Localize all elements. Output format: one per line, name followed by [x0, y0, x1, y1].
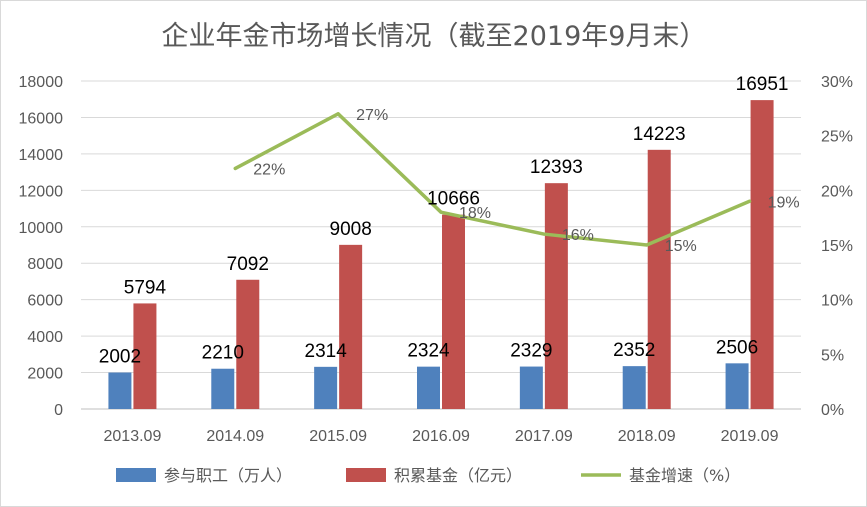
bar: [519, 366, 543, 409]
bar-data-label: 10666: [427, 189, 480, 210]
bar: [108, 372, 132, 409]
line-point: [645, 243, 649, 247]
bar-data-label: 2210: [202, 343, 244, 364]
bar-layer: [108, 100, 774, 410]
grid-layer: [81, 80, 801, 410]
bar-data-label: 2352: [613, 340, 655, 361]
bar: [417, 366, 440, 409]
line-data-label: 18%: [459, 205, 491, 222]
y-left-tick-label: 2000: [27, 366, 63, 383]
y-right-tick-label: 30%: [821, 74, 853, 91]
y-left-tick-label: 16000: [19, 110, 64, 127]
axis-layer: 0 2000 4000 6000 8000 10000 12000 14000 16000 180…: [19, 74, 854, 445]
x-tick-label: 2016.09: [412, 428, 470, 445]
line-data-label: 22%: [253, 161, 285, 178]
bar: [725, 363, 749, 409]
bar: [236, 279, 260, 409]
bar: [339, 244, 363, 409]
bar: [647, 149, 671, 410]
line-point: [233, 166, 237, 170]
y-left-tick-label: 4000: [27, 329, 63, 346]
x-tick-label: 2017.09: [515, 428, 573, 445]
x-tick-label: 2013.09: [104, 428, 162, 445]
bar-data-label: 2002: [99, 347, 141, 368]
bar-data-label: 14223: [633, 124, 686, 145]
line-layer: [233, 112, 752, 247]
y-left-tick-label: 12000: [19, 183, 64, 200]
y-right-tick-label: 20%: [821, 183, 853, 200]
y-left-tick-label: 14000: [19, 147, 64, 164]
bar-data-label: 7092: [227, 254, 269, 275]
bar-data-label: 2329: [510, 341, 552, 362]
bar-data-label: 2506: [716, 337, 758, 358]
line-point: [439, 210, 443, 214]
x-tick-label: 2014.09: [206, 428, 264, 445]
legend-label: 参与职工（万人）: [164, 466, 292, 485]
x-tick-label: 2015.09: [309, 428, 367, 445]
bar-data-label: 16951: [736, 74, 789, 95]
bar: [750, 100, 774, 409]
line-data-label: 16%: [562, 227, 594, 244]
chart-title: 企业年金市场增长情况（截至2019年9月末）: [162, 21, 707, 52]
legend-swatch: [346, 468, 386, 482]
bar: [544, 183, 568, 409]
y-right-tick-label: 10%: [821, 293, 853, 310]
y-right-tick-label: 5%: [821, 347, 844, 364]
legend: 参与职工（万人） 积累基金（亿元） 基金增速（%）: [116, 466, 740, 485]
bar-data-label: 12393: [530, 157, 583, 178]
y-right-tick-label: 25%: [821, 129, 853, 146]
legend-swatch: [116, 468, 156, 482]
x-tick-label: 2019.09: [721, 428, 779, 445]
y-right-tick-label: 15%: [821, 238, 853, 255]
line-point: [542, 232, 546, 236]
y-left-tick-label: 8000: [27, 256, 63, 273]
bar: [314, 366, 338, 409]
line-point: [748, 199, 752, 203]
line-data-label: 19%: [768, 194, 800, 211]
bar: [211, 368, 235, 409]
y-left-tick-label: 6000: [27, 293, 63, 310]
legend-label: 积累基金（亿元）: [394, 466, 522, 485]
bar-data-label: 2314: [305, 341, 348, 362]
bar-data-label: 9008: [330, 219, 372, 240]
line-point: [336, 112, 340, 116]
bar-data-label: 2324: [407, 341, 450, 362]
line-data-label: 15%: [665, 238, 697, 255]
y-left-tick-label: 0: [54, 402, 63, 419]
y-right-tick-label: 0%: [821, 402, 844, 419]
line-data-label: 27%: [356, 107, 388, 124]
y-left-tick-label: 10000: [19, 220, 64, 237]
x-tick-label: 2018.09: [618, 428, 676, 445]
bar: [133, 303, 157, 409]
label-layer: 2002 2210 2314 2324 2329 2352 2506 5794 7092 9008…: [99, 74, 800, 367]
legend-label: 基金增速（%）: [629, 466, 740, 485]
bar: [622, 366, 646, 409]
line-series: [233, 112, 752, 247]
bar: [442, 214, 465, 409]
y-left-tick-label: 18000: [19, 74, 64, 91]
bar-data-label: 5794: [124, 277, 167, 298]
